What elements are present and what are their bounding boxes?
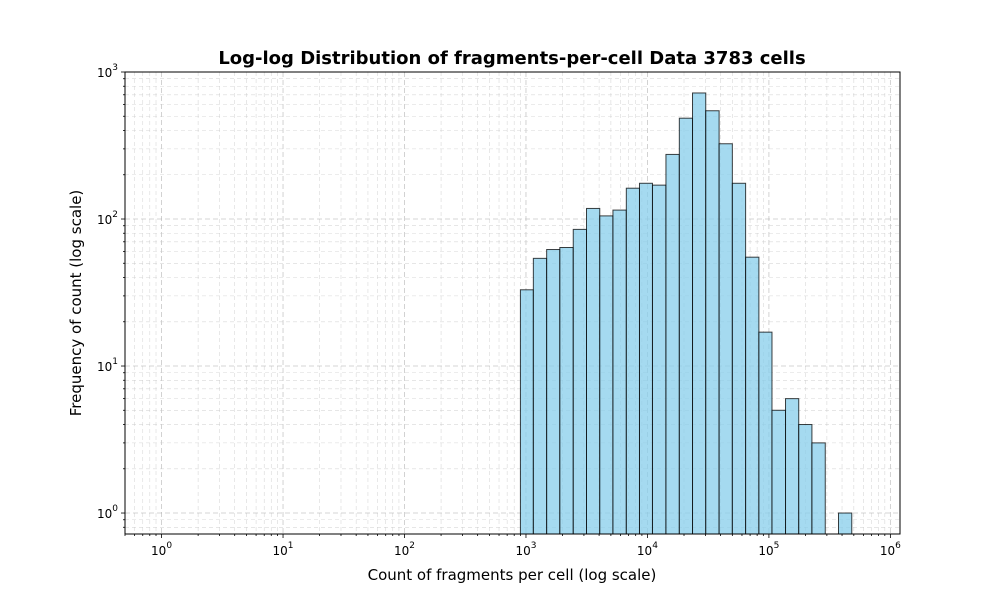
y-tick-label: 100 (97, 504, 118, 521)
plot-frame (124, 71, 901, 535)
x-tick-label-base: 10 (151, 544, 166, 558)
x-tick-label: 102 (394, 541, 415, 558)
histogram-bar (651, 184, 667, 535)
x-tick-label-exponent: 4 (652, 541, 658, 551)
x-tick-label-exponent: 3 (531, 541, 537, 551)
y-axis-label: Frequency of count (log scale) (67, 190, 85, 417)
x-tick-label: 105 (758, 541, 779, 558)
x-tick-label-exponent: 2 (409, 541, 415, 551)
x-tick-label-base: 10 (758, 544, 773, 558)
histogram-bar (758, 331, 773, 535)
x-tick-label: 103 (515, 541, 536, 558)
y-tick-label-exponent: 0 (112, 504, 118, 514)
histogram-bar (705, 110, 720, 535)
y-tick-label-base: 10 (97, 66, 112, 80)
x-tick-label-exponent: 1 (288, 541, 294, 551)
x-tick-label-exponent: 6 (895, 541, 901, 551)
histogram-bar (692, 92, 707, 535)
histogram-bar (586, 207, 601, 535)
y-tick-label: 102 (97, 210, 118, 227)
y-tick-label-base: 10 (97, 507, 112, 521)
histogram-bar (731, 182, 747, 535)
bars-layer (519, 92, 853, 535)
histogram-bar (559, 247, 574, 535)
x-tick-label-base: 10 (880, 544, 895, 558)
histogram-bar (638, 182, 653, 535)
histogram-bar (532, 257, 548, 535)
y-tick-label: 101 (97, 357, 118, 374)
x-tick-label-exponent: 0 (166, 541, 172, 551)
histogram-bar (745, 256, 760, 535)
y-tick-label-base: 10 (97, 360, 112, 374)
x-tick-label: 106 (880, 541, 901, 558)
y-tick-label-exponent: 1 (112, 357, 118, 367)
histogram-bar (625, 187, 640, 535)
histogram-bar (798, 424, 813, 535)
x-tick-label-base: 10 (515, 544, 530, 558)
x-tick-label-base: 10 (394, 544, 409, 558)
y-tick-label-exponent: 2 (112, 210, 118, 220)
histogram-bar (665, 153, 680, 535)
histogram-bar (771, 409, 787, 535)
x-tick-label-base: 10 (273, 544, 288, 558)
grid-layer (124, 71, 900, 534)
x-tick-label-exponent: 5 (774, 541, 780, 551)
histogram-bar (572, 228, 588, 535)
y-tick-label: 103 (97, 63, 118, 80)
histogram-bar (678, 117, 694, 535)
x-axis-label: Count of fragments per cell (log scale) (368, 566, 657, 584)
histogram-bar (785, 398, 800, 535)
histogram-bar (811, 442, 826, 535)
histogram-bar (612, 209, 627, 535)
histogram-bar (546, 249, 561, 535)
x-tick-label-base: 10 (637, 544, 652, 558)
x-tick-label: 104 (637, 541, 658, 558)
histogram-bar (599, 215, 614, 535)
x-tick-label: 101 (273, 541, 294, 558)
y-tick-label-exponent: 3 (112, 63, 118, 73)
x-tick-label: 100 (151, 541, 172, 558)
y-tick-label-base: 10 (97, 213, 112, 227)
chart-title: Log-log Distribution of fragments-per-ce… (218, 48, 805, 69)
histogram-bar (837, 512, 853, 535)
histogram-bar (519, 289, 534, 535)
histogram-bar (718, 143, 733, 535)
